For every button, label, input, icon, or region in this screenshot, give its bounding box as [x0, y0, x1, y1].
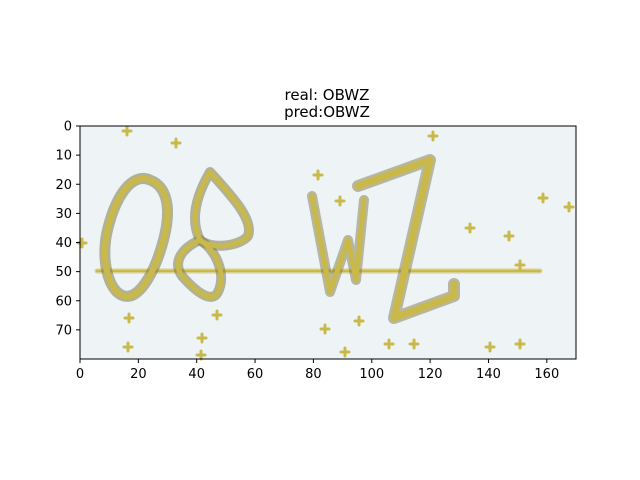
y-tick-label-0: 0	[64, 120, 72, 135]
noise-dot-10	[514, 259, 526, 271]
captcha-noise-dots	[76, 125, 575, 361]
x-tick-label-1: 20	[130, 367, 147, 382]
noise-dot-6	[563, 201, 575, 213]
y-tick-label-4: 40	[55, 236, 72, 251]
x-tick-label-4: 80	[305, 367, 322, 382]
noise-dot-3	[312, 169, 324, 181]
noise-dot-11	[211, 309, 223, 321]
noise-dot-14	[319, 323, 331, 335]
noise-dot-15	[196, 332, 208, 344]
y-tick-label-3: 30	[55, 207, 72, 222]
noise-dot-20	[408, 338, 420, 350]
x-tick-label-6: 120	[418, 367, 443, 382]
noise-dot-17	[195, 349, 207, 361]
x-axis: 0 20 40 60 80 100 120 140 160	[76, 359, 559, 382]
noise-dot-7	[464, 222, 476, 234]
noise-dot-2	[427, 130, 439, 142]
captcha-image-background	[80, 126, 576, 359]
y-tick-label-6: 60	[55, 294, 72, 309]
noise-dot-18	[339, 346, 351, 358]
x-tick-label-3: 60	[247, 367, 264, 382]
y-tick-label-1: 10	[55, 149, 72, 164]
captcha-image	[76, 125, 575, 361]
noise-dot-21	[484, 341, 496, 353]
noise-dot-1	[170, 137, 182, 149]
x-tick-label-5: 100	[359, 367, 384, 382]
y-tick-label-5: 50	[55, 265, 72, 280]
chart-title-line-2: pred:OBWZ	[284, 103, 370, 121]
noise-dot-0	[121, 125, 133, 137]
y-tick-label-7: 70	[55, 323, 72, 338]
x-tick-label-7: 140	[476, 367, 501, 382]
noise-dot-13	[353, 315, 365, 327]
noise-dot-5	[537, 192, 549, 204]
x-tick-label-8: 160	[534, 367, 559, 382]
noise-dot-19	[383, 338, 395, 350]
captcha-letter-o	[99, 173, 173, 302]
x-tick-label-0: 0	[76, 367, 84, 382]
y-axis: 0 10 20 30 40 50 60 70	[55, 120, 80, 338]
captcha-letter-w	[307, 191, 369, 297]
noise-dot-12	[123, 312, 135, 324]
y-tick-label-2: 20	[55, 178, 72, 193]
noise-dot-22	[514, 338, 526, 350]
captcha-letter-b	[173, 167, 254, 302]
captcha-letter-z	[352, 154, 460, 324]
chart-title-line-1: real: OBWZ	[285, 86, 370, 104]
noise-dot-16	[122, 341, 134, 353]
x-tick-label-2: 40	[188, 367, 205, 382]
noise-dot-4	[334, 195, 346, 207]
noise-dot-8	[503, 230, 515, 242]
